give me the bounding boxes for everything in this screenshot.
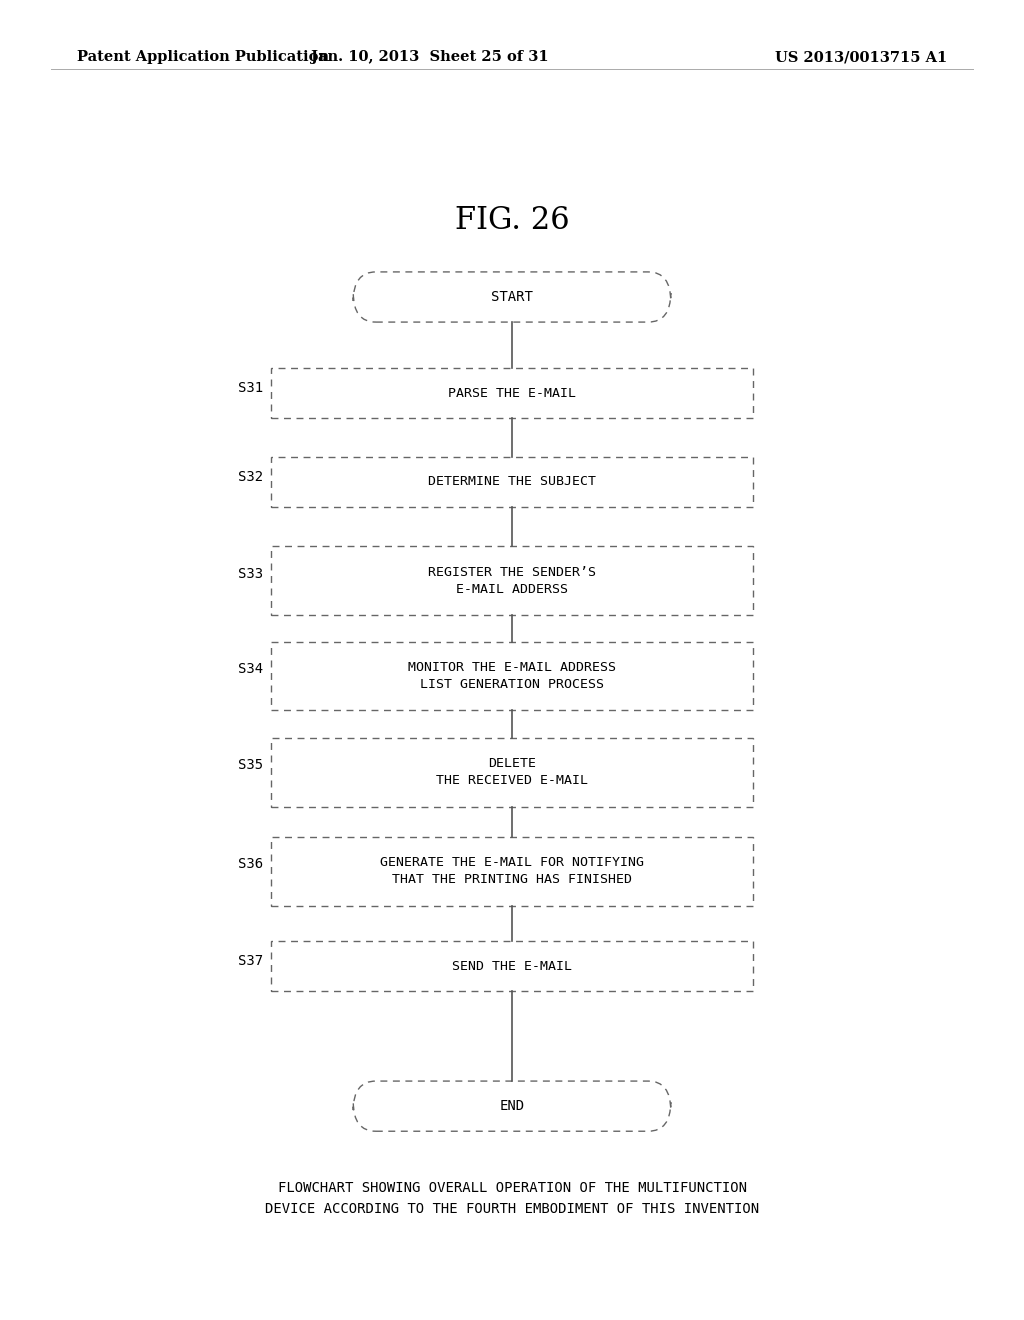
Text: S33: S33 bbox=[238, 566, 263, 581]
FancyBboxPatch shape bbox=[271, 642, 753, 710]
Text: REGISTER THE SENDER’S
E-MAIL ADDERSS: REGISTER THE SENDER’S E-MAIL ADDERSS bbox=[428, 566, 596, 595]
Text: MONITOR THE E-MAIL ADDRESS
LIST GENERATION PROCESS: MONITOR THE E-MAIL ADDRESS LIST GENERATI… bbox=[408, 661, 616, 690]
Text: START: START bbox=[492, 290, 532, 304]
FancyBboxPatch shape bbox=[271, 368, 753, 418]
Text: S34: S34 bbox=[238, 661, 263, 676]
FancyBboxPatch shape bbox=[353, 272, 671, 322]
FancyBboxPatch shape bbox=[353, 1081, 671, 1131]
Text: S37: S37 bbox=[238, 954, 263, 969]
FancyBboxPatch shape bbox=[271, 941, 753, 991]
FancyBboxPatch shape bbox=[271, 837, 753, 906]
Text: GENERATE THE E-MAIL FOR NOTIFYING
THAT THE PRINTING HAS FINISHED: GENERATE THE E-MAIL FOR NOTIFYING THAT T… bbox=[380, 857, 644, 886]
Text: DELETE
THE RECEIVED E-MAIL: DELETE THE RECEIVED E-MAIL bbox=[436, 758, 588, 787]
Text: DETERMINE THE SUBJECT: DETERMINE THE SUBJECT bbox=[428, 475, 596, 488]
Text: Jan. 10, 2013  Sheet 25 of 31: Jan. 10, 2013 Sheet 25 of 31 bbox=[311, 50, 549, 65]
Text: US 2013/0013715 A1: US 2013/0013715 A1 bbox=[775, 50, 947, 65]
FancyBboxPatch shape bbox=[271, 738, 753, 807]
Text: S35: S35 bbox=[238, 758, 263, 772]
FancyBboxPatch shape bbox=[271, 457, 753, 507]
Text: FIG. 26: FIG. 26 bbox=[455, 205, 569, 235]
Text: PARSE THE E-MAIL: PARSE THE E-MAIL bbox=[449, 387, 575, 400]
Text: S36: S36 bbox=[238, 857, 263, 871]
Text: FLOWCHART SHOWING OVERALL OPERATION OF THE MULTIFUNCTION
DEVICE ACCORDING TO THE: FLOWCHART SHOWING OVERALL OPERATION OF T… bbox=[265, 1181, 759, 1216]
FancyBboxPatch shape bbox=[271, 546, 753, 615]
Text: END: END bbox=[500, 1100, 524, 1113]
Text: S32: S32 bbox=[238, 470, 263, 484]
Text: SEND THE E-MAIL: SEND THE E-MAIL bbox=[452, 960, 572, 973]
Text: Patent Application Publication: Patent Application Publication bbox=[77, 50, 329, 65]
Text: S31: S31 bbox=[238, 381, 263, 396]
